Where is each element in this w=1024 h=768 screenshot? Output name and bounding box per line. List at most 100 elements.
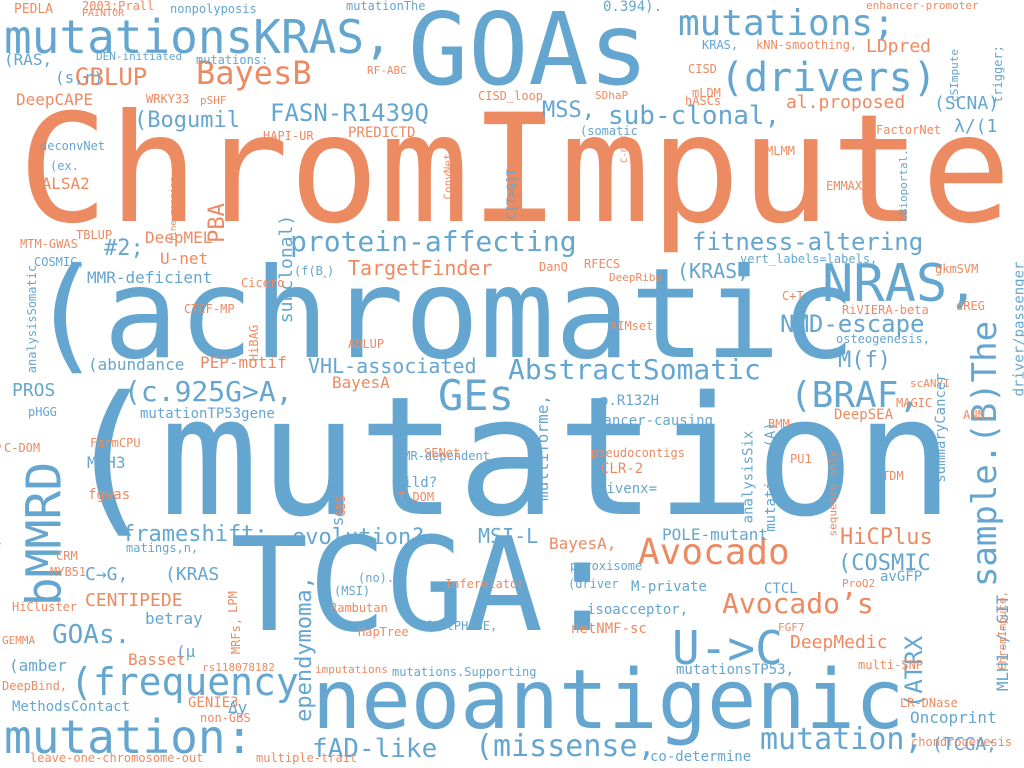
cloud-word: enhancer-promoter — [866, 0, 979, 12]
cloud-word: WU — [358, 169, 372, 184]
cloud-word: MSI-L — [478, 524, 539, 548]
cloud-word: dREG — [956, 299, 985, 313]
cloud-word: FactorNet — [876, 123, 942, 137]
cloud-word: CRM — [56, 549, 78, 563]
cloud-word: LR-DNase — [900, 696, 958, 710]
cloud-word: DeepBind, — [2, 679, 68, 693]
cloud-word: frameshift; — [122, 522, 268, 547]
cloud-word: (μ — [176, 642, 196, 661]
cloud-word: MethodsContact — [12, 699, 131, 715]
cloud-word: pHGG — [28, 405, 57, 419]
cloud-word: (RAS, — [4, 50, 53, 69]
cloud-word: matings,n, — [126, 541, 199, 555]
cloud-word: U->C — [672, 621, 783, 675]
cloud-word: fgwas — [88, 487, 131, 503]
cloud-word: PU1 — [790, 452, 812, 466]
cloud-word: NRAS, — [822, 254, 979, 314]
cloud-word: avGFP — [880, 569, 923, 585]
cloud-word: BMM — [768, 417, 790, 431]
cloud-word: nonpolyposis — [170, 2, 257, 16]
cloud-word: fine-mapping — [169, 176, 180, 243]
cloud-word: PROS — [12, 380, 56, 401]
cloud-word: DeepRibo — [609, 271, 662, 284]
cloud-word: SALSA2 — [32, 174, 90, 193]
cloud-word: PEDLA — [14, 2, 54, 17]
cloud-word: FarmCPU — [90, 436, 141, 450]
cloud-word: M-private — [631, 579, 707, 595]
cloud-word: DeepCAPE — [16, 90, 94, 109]
cloud-word: (f(B‸) — [294, 264, 335, 278]
cloud-word: fitness-altering — [692, 228, 924, 256]
cloud-word: WRKY33 — [146, 92, 190, 106]
cloud-word: osteogenesis, — [836, 332, 930, 346]
cloud-word: DeepMEL — [145, 228, 213, 247]
cloud-word: non-GBS — [200, 711, 251, 725]
cloud-word: vert_labels=labels, — [740, 252, 878, 266]
cloud-word: (COSMIC — [838, 551, 931, 576]
cloud-word: Avocado — [638, 532, 790, 573]
cloud-word: (Bogumil — [134, 108, 240, 133]
cloud-word: GOAs. — [52, 620, 131, 650]
cloud-word: VHL-associated — [308, 354, 477, 378]
cloud-word: (TCGA; — [932, 734, 998, 755]
cloud-word: C+T — [782, 289, 804, 303]
cloud-word: BayesA — [332, 373, 390, 392]
cloud-word: mutation: — [4, 710, 254, 764]
cloud-word: sub-clonal, — [608, 101, 781, 131]
cloud-word: HiCPlus — [840, 525, 933, 550]
cloud-word: (KRAS — [165, 564, 220, 585]
cloud-word: (BRAF, — [790, 375, 921, 416]
cloud-word: DeepMedic — [790, 632, 888, 653]
cloud-word: EMMAX — [826, 179, 863, 193]
cloud-word: hASCs — [685, 94, 722, 108]
cloud-word: (amber — [9, 656, 67, 675]
cloud-word: PEP-motif — [200, 353, 287, 372]
cloud-word: multiple-trait — [256, 751, 358, 765]
cloud-word: HiCluster — [12, 600, 78, 614]
cloud-word: HiBAG — [247, 324, 262, 362]
cloud-word: fastPHASE, — [425, 619, 498, 633]
cloud-word: #2; — [104, 236, 144, 261]
cloud-word: ependymoma, — [291, 576, 317, 722]
cloud-word: SDhaP — [595, 89, 629, 102]
cloud-word: mutationsTP53, — [676, 662, 795, 678]
cloud-word: peroxisome — [570, 559, 643, 573]
cloud-word: M(f) — [838, 348, 891, 373]
cloud-word: protein-affecting — [290, 225, 577, 258]
cloud-word: isoacceptor, — [587, 602, 689, 618]
cloud-word: mutations.(A) — [762, 422, 779, 532]
cloud-word: MYB51 — [50, 565, 87, 579]
cloud-word: mLDM — [692, 86, 721, 100]
cloud-word: TCGA: — [230, 509, 622, 661]
cloud-word: C[T>G]T — [504, 168, 519, 220]
cloud-word: C-CNN — [620, 135, 631, 164]
cloud-word: kNN-smoothing, — [756, 38, 858, 52]
cloud-word: Inferelator — [445, 577, 525, 591]
cloud-word: λ/(1 — [954, 116, 998, 137]
cloud-word: (mutation — [60, 361, 955, 553]
cloud-word: leave-one-chromosome-out — [30, 751, 204, 765]
cloud-word: MSS, — [542, 98, 595, 123]
cloud-word: RiVIERA-beta — [842, 303, 929, 317]
cloud-word: PREDICTD — [348, 125, 416, 141]
cloud-word: COSMIC, — [34, 255, 85, 269]
cloud-word: (driver — [568, 577, 619, 591]
cloud-word: analysisSomatic — [25, 264, 40, 374]
cloud-word: BayesA, — [549, 534, 617, 553]
cloud-word: TDM — [882, 469, 904, 483]
cloud-word: PAINTOR — [82, 8, 125, 19]
cloud-word: ANN, — [963, 408, 992, 422]
cloud-word: U-net — [160, 249, 209, 268]
cloud-word: DEN-initiated — [96, 50, 183, 63]
cloud-word: evolution? — [292, 525, 425, 550]
cloud-word: MRFs, — [229, 617, 244, 655]
cloud-word: BayesB — [196, 54, 312, 92]
cloud-word: al.proposed — [786, 92, 906, 113]
cloud-word: (c.925G>A, — [124, 375, 293, 408]
cloud-word: (KRAS, — [677, 259, 750, 283]
cloud-word: (abundance — [88, 355, 185, 374]
cloud-word: imputations — [315, 663, 388, 676]
cloud-word: pseudocontigs — [591, 446, 685, 460]
cloud-word: deconvNet — [40, 139, 106, 153]
cloud-word: multi-SNP — [858, 658, 924, 672]
